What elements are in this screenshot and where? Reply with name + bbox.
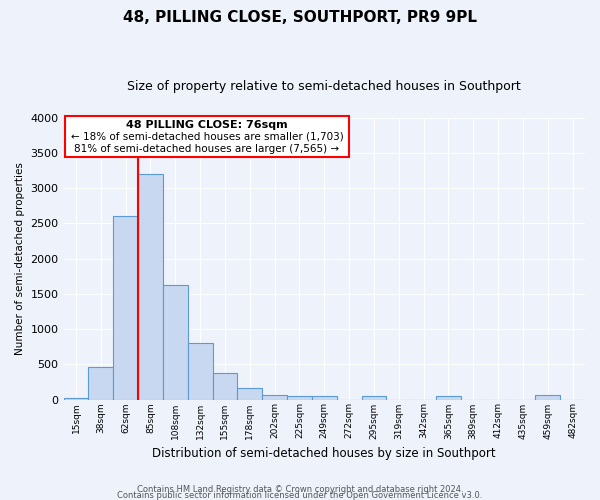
Text: Contains public sector information licensed under the Open Government Licence v3: Contains public sector information licen…: [118, 490, 482, 500]
Text: 48 PILLING CLOSE: 76sqm: 48 PILLING CLOSE: 76sqm: [126, 120, 288, 130]
Bar: [535, 396, 560, 400]
Text: Contains HM Land Registry data © Crown copyright and database right 2024.: Contains HM Land Registry data © Crown c…: [137, 484, 463, 494]
Title: Size of property relative to semi-detached houses in Southport: Size of property relative to semi-detach…: [127, 80, 521, 93]
Text: ← 18% of semi-detached houses are smaller (1,703): ← 18% of semi-detached houses are smalle…: [71, 132, 343, 142]
Bar: [312, 396, 337, 400]
Bar: [64, 398, 88, 400]
FancyBboxPatch shape: [65, 116, 349, 157]
Bar: [287, 396, 312, 400]
Text: 48, PILLING CLOSE, SOUTHPORT, PR9 9PL: 48, PILLING CLOSE, SOUTHPORT, PR9 9PL: [123, 10, 477, 25]
Bar: [262, 394, 287, 400]
Bar: [362, 396, 386, 400]
Bar: [188, 343, 212, 400]
Y-axis label: Number of semi-detached properties: Number of semi-detached properties: [15, 162, 25, 355]
Bar: [163, 286, 188, 400]
Bar: [88, 367, 113, 400]
X-axis label: Distribution of semi-detached houses by size in Southport: Distribution of semi-detached houses by …: [152, 447, 496, 460]
Bar: [113, 216, 138, 400]
Bar: [138, 174, 163, 400]
Bar: [238, 388, 262, 400]
Bar: [436, 396, 461, 400]
Text: 81% of semi-detached houses are larger (7,565) →: 81% of semi-detached houses are larger (…: [74, 144, 340, 154]
Bar: [212, 372, 238, 400]
